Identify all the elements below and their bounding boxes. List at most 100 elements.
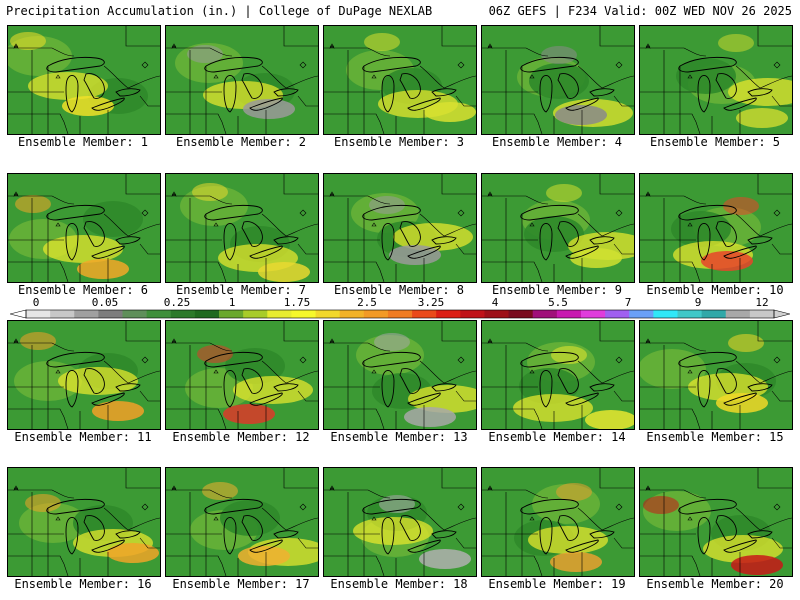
colorbar-swatch <box>194 310 220 318</box>
colorbar-swatch <box>677 310 703 318</box>
precip-map <box>8 174 160 282</box>
ensemble-map-panel <box>165 320 319 430</box>
precip-map <box>8 26 160 134</box>
colorbar-tick-label: 7 <box>625 296 632 309</box>
ensemble-member-label: Ensemble Member: 10 <box>646 283 784 297</box>
colorbar-swatch <box>725 310 751 318</box>
precip-map <box>8 321 160 429</box>
ensemble-map-panel <box>165 173 319 283</box>
precip-map <box>482 468 634 576</box>
precip-map <box>166 468 318 576</box>
ensemble-member-label: Ensemble Member: 14 <box>488 430 626 444</box>
colorbar-swatch <box>580 310 606 318</box>
ensemble-map-panel <box>7 467 161 577</box>
colorbar-swatch <box>146 310 172 318</box>
colorbar-tick-label: 4 <box>492 296 499 309</box>
colorbar-swatch <box>50 310 75 318</box>
ensemble-member-label: Ensemble Member: 6 <box>17 283 149 297</box>
precip-map <box>324 321 476 429</box>
colorbar-max-arrow <box>773 309 790 319</box>
colorbar-swatch <box>556 310 582 318</box>
colorbar-swatch <box>532 310 558 318</box>
colorbar-swatch <box>74 310 99 318</box>
ensemble-member-label: Ensemble Member: 19 <box>488 577 626 591</box>
precip-map <box>640 174 792 282</box>
colorbar-tick-label: 12 <box>755 296 768 309</box>
ensemble-map-panel <box>323 173 477 283</box>
ensemble-map-panel <box>323 25 477 135</box>
precip-map <box>324 26 476 134</box>
colorbar-tick-label: 3.25 <box>418 296 445 309</box>
ensemble-member-label: Ensemble Member: 3 <box>333 135 465 149</box>
colorbar-swatch <box>653 310 678 318</box>
colorbar-swatch <box>484 310 509 318</box>
colorbar-swatch <box>387 310 413 318</box>
ensemble-map-panel <box>323 467 477 577</box>
ensemble-map-panel <box>7 320 161 430</box>
precip-map <box>482 26 634 134</box>
colorbar-swatch <box>508 310 534 318</box>
ensemble-map-panel <box>323 320 477 430</box>
ensemble-member-label: Ensemble Member: 4 <box>491 135 623 149</box>
precip-map <box>482 174 634 282</box>
colorbar-swatch <box>170 310 196 318</box>
colorbar-swatch <box>267 310 292 318</box>
ensemble-map-panel <box>481 467 635 577</box>
ensemble-map-panel <box>481 25 635 135</box>
ensemble-map-panel <box>7 173 161 283</box>
colorbar-tick-label: 9 <box>695 296 702 309</box>
colorbar-tick-label: 0.05 <box>92 296 119 309</box>
ensemble-member-label: Ensemble Member: 20 <box>646 577 784 591</box>
ensemble-member-label: Ensemble Member: 8 <box>333 283 465 297</box>
ensemble-map-panel <box>639 25 793 135</box>
colorbar-tick-label: 0 <box>33 296 40 309</box>
colorbar-tick-label: 1 <box>229 296 236 309</box>
colorbar-swatch <box>436 310 461 318</box>
colorbar-swatch <box>243 310 268 318</box>
colorbar-swatch <box>629 310 654 318</box>
ensemble-member-label: Ensemble Member: 9 <box>491 283 623 297</box>
precip-map <box>324 468 476 576</box>
colorbar-swatch <box>605 310 630 318</box>
ensemble-member-label: Ensemble Member: 11 <box>14 430 152 444</box>
ensemble-map-panel <box>481 173 635 283</box>
colorbar-tick-label: 1.75 <box>284 296 311 309</box>
ensemble-map-panel <box>7 25 161 135</box>
colorbar-swatch <box>98 310 123 318</box>
ensemble-member-label: Ensemble Member: 12 <box>172 430 310 444</box>
ensemble-member-label: Ensemble Member: 15 <box>646 430 784 444</box>
colorbar-swatch <box>339 310 365 318</box>
colorbar-swatch <box>122 310 148 318</box>
model-run-info: 06Z GEFS | F234 Valid: 00Z WED NOV 26 20… <box>488 4 792 18</box>
ensemble-map-panel <box>639 467 793 577</box>
precip-map <box>640 468 792 576</box>
ensemble-map-panel <box>165 467 319 577</box>
colorbar-swatch <box>219 310 244 318</box>
ensemble-member-label: Ensemble Member: 16 <box>14 577 152 591</box>
colorbar-swatch <box>315 310 341 318</box>
colorbar-swatch <box>460 310 485 318</box>
colorbar-swatch <box>749 310 775 318</box>
ensemble-member-label: Ensemble Member: 2 <box>175 135 307 149</box>
precip-map <box>640 321 792 429</box>
precip-colorbar: 0 0.05 0.25 1 1.75 2.5 3.25 4 5.5 7 9 12 <box>10 296 790 319</box>
colorbar-swatch <box>701 310 727 318</box>
ensemble-map-panel <box>165 25 319 135</box>
precip-map <box>482 321 634 429</box>
ensemble-map-panel <box>639 173 793 283</box>
precip-map <box>8 468 160 576</box>
precip-map <box>166 26 318 134</box>
ensemble-member-label: Ensemble Member: 7 <box>175 283 307 297</box>
ensemble-member-label: Ensemble Member: 17 <box>172 577 310 591</box>
precip-map <box>166 321 318 429</box>
precip-map <box>640 26 792 134</box>
colorbar-tick-label: 0.25 <box>164 296 191 309</box>
colorbar-tick-label: 2.5 <box>357 296 377 309</box>
precip-map <box>166 174 318 282</box>
precip-map <box>324 174 476 282</box>
colorbar-swatch <box>363 310 389 318</box>
colorbar-swatch <box>412 310 437 318</box>
colorbar-tick-label: 5.5 <box>548 296 568 309</box>
ensemble-member-label: Ensemble Member: 1 <box>17 135 149 149</box>
colorbar-swatch <box>26 310 51 318</box>
